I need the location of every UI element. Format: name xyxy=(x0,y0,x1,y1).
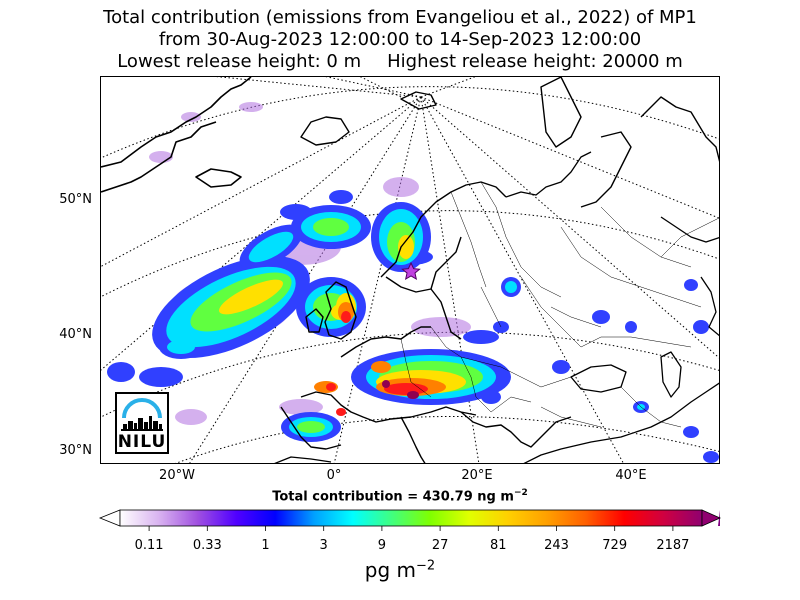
lat-label-50n: 50°N xyxy=(59,192,92,207)
colorbar-tick-label: 27 xyxy=(431,538,449,553)
meridian-40e xyxy=(420,96,624,463)
meridian-40w-top xyxy=(215,77,422,98)
colorbar-tick-label: 243 xyxy=(544,538,569,553)
colorbar xyxy=(98,509,721,531)
lon-label-20w: 20°W xyxy=(159,468,195,483)
colorbar-tick-label: 81 xyxy=(490,538,507,553)
total-contribution-value: Total contribution = 430.79 ng m xyxy=(272,489,514,505)
map-canvas xyxy=(101,77,719,463)
lon-label-20e: 20°E xyxy=(461,468,493,483)
meridian-0 xyxy=(333,96,422,463)
nilu-logo-text: NILU xyxy=(117,432,167,452)
colorbar-tick-label: 3 xyxy=(319,538,328,553)
meridian-west-1 xyxy=(101,96,422,267)
concentration-field xyxy=(107,102,719,463)
map-panel xyxy=(100,76,720,464)
parallel-30n xyxy=(175,416,719,463)
nilu-logo: NILU xyxy=(115,392,169,454)
meridian-west-2 xyxy=(101,96,422,371)
highest-release-height: Highest release height: 20000 m xyxy=(387,51,683,72)
lat-label-30n: 30°N xyxy=(59,443,92,458)
colorbar-units: pg m−2 xyxy=(0,558,800,582)
meridian-20w-top xyxy=(325,77,422,98)
lon-label-0: 0° xyxy=(326,468,342,483)
units-exponent: −2 xyxy=(416,558,436,574)
total-contribution: Total contribution = 430.79 ng m−2 xyxy=(0,488,800,504)
meridian-60e xyxy=(420,96,719,359)
lon-label-40e: 40°E xyxy=(615,468,647,483)
units-base: pg m xyxy=(364,558,417,582)
colorbar-bar xyxy=(119,509,703,527)
parallel-60n xyxy=(101,86,719,159)
lowest-release-height: Lowest release height: 0 m xyxy=(117,51,362,72)
colorbar-tick-label: 0.11 xyxy=(134,538,164,553)
parallel-40n xyxy=(101,331,719,418)
colorbar-tick-label: 9 xyxy=(377,538,387,553)
lat-label-40n: 40°N xyxy=(59,327,92,342)
total-contribution-exponent: −2 xyxy=(513,488,528,498)
colorbar-under-arrow xyxy=(98,509,121,527)
colorbar-over-arrow-tip xyxy=(701,509,721,527)
colorbar-tick-label: 1 xyxy=(261,538,270,553)
source-star-icon xyxy=(401,261,421,280)
colorbar-tick-label: 0.33 xyxy=(192,538,222,553)
colorbar-tick-label: 2187 xyxy=(656,538,690,553)
title-line-2: from 30-Aug-2023 12:00:00 to 14-Sep-2023… xyxy=(158,29,642,50)
title-line-1: Total contribution (emissions from Evang… xyxy=(103,7,697,28)
colorbar-tick-label: 729 xyxy=(602,538,628,553)
nilu-logo-icon xyxy=(121,398,163,431)
country-borders xyxy=(400,181,719,428)
colorbar-tickmarks xyxy=(148,526,674,531)
coastlines xyxy=(101,77,719,463)
title-line-3: Lowest release height: 0 m Highest releas… xyxy=(0,51,800,73)
meridian-80e xyxy=(420,96,719,219)
